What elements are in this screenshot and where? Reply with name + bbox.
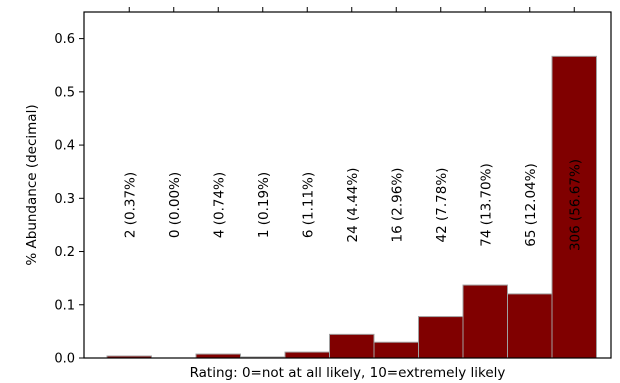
y-tick-label-5: 0.5 [54,85,75,100]
bar-4 [284,351,330,359]
bar-label-5: 24 (4.44%) [345,168,361,243]
bar-label-7: 42 (7.78%) [434,168,450,243]
bar-10 [551,55,597,359]
bar-9 [507,293,553,359]
bar-label-8: 74 (13.70%) [478,163,494,246]
bar-label-3: 1 (0.19%) [256,172,272,238]
y-tick-label-4: 0.4 [54,139,75,154]
bar-label-2: 4 (0.74%) [211,172,227,238]
bar-label-10: 306 (56.67%) [567,159,583,251]
y-tick-label-3: 0.3 [54,192,75,207]
y-tick-label-0: 0.0 [54,352,75,367]
bar-label-6: 16 (2.96%) [389,168,405,243]
bar-7 [418,316,464,359]
bar-6 [373,341,419,359]
y-tick-label-2: 0.2 [54,245,75,260]
bar-label-1: 0 (0.00%) [167,172,183,238]
x-axis-ticks [128,7,575,12]
bar-5 [329,333,375,359]
bar-8 [462,284,508,359]
plot-frame [83,11,612,359]
bar-label-9: 65 (12.04%) [523,163,539,246]
bar-labels-group: 2 (0.37%) 0 (0.00%) 4 (0.74%) 1 (0.19%) 6 (1… [122,159,583,251]
y-axis: 0.0 0.1 0.2 0.3 0.4 0.5 0.6 [54,32,84,367]
bars-group [106,55,597,359]
y-axis-label: % Abundance (decimal) [24,104,40,265]
x-axis-label: Rating: 0=not at all likely, 10=extremel… [190,365,506,381]
y-tick-label-1: 0.1 [54,298,75,313]
y-tick-label-6: 0.6 [54,32,75,47]
bar-label-4: 6 (1.11%) [300,172,316,238]
bar-label-0: 2 (0.37%) [122,172,138,238]
